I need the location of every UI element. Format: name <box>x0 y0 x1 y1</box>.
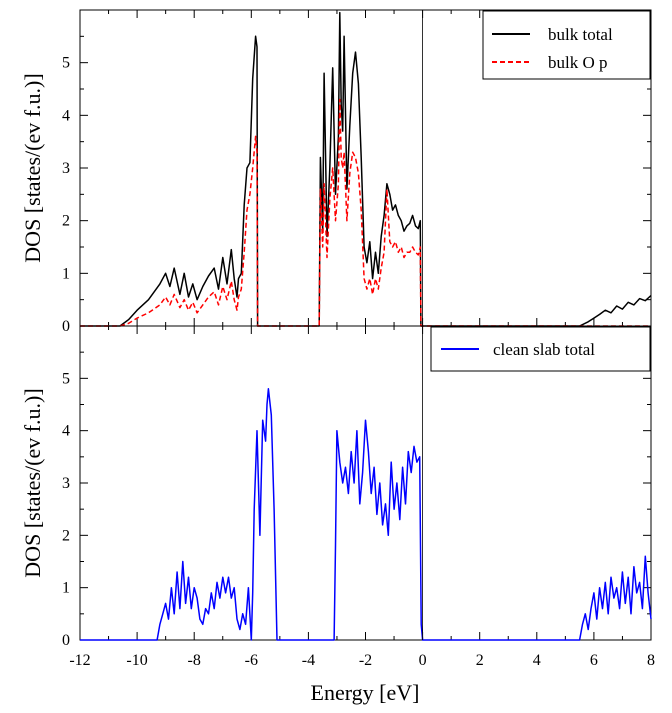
top-panel: 0 1 2 3 4 5 DOS [states/(ev f.u.)] bulk total… <box>20 9 652 335</box>
bottom-y-tick-label: 0 <box>62 632 70 649</box>
top-y-ticks: 0 1 2 3 4 5 <box>62 35 651 335</box>
top-legend: bulk total bulk O p <box>482 10 651 80</box>
x-tick-label: 0 <box>419 652 427 669</box>
top-y-tick-label: 5 <box>62 55 70 72</box>
series-clean-slab-total <box>80 388 652 641</box>
bottom-y-tick-label: 2 <box>62 527 70 544</box>
legend-label-clean-slab-total: clean slab total <box>493 340 595 359</box>
top-y-tick-label: 4 <box>62 107 70 124</box>
bottom-y-ticks: 0 1 2 3 4 5 <box>62 351 651 649</box>
x-tick-labels: -12 -10 -8 -6 -4 -2 0 2 4 6 8 <box>69 652 655 669</box>
x-tick-label: 6 <box>590 652 598 669</box>
top-y-tick-label: 0 <box>62 318 70 335</box>
legend-label-bulk-o-p: bulk O p <box>548 53 608 72</box>
bottom-y-tick-label: 1 <box>62 580 70 597</box>
top-y-tick-label: 2 <box>62 213 70 230</box>
x-tick-label: 2 <box>476 652 484 669</box>
bottom-legend: clean slab total <box>430 326 651 372</box>
x-tick-label: 8 <box>647 652 655 669</box>
bottom-series-group <box>80 388 652 641</box>
top-y-tick-label: 1 <box>62 265 70 282</box>
x-tick-label: -10 <box>126 652 147 669</box>
x-axis-title: Energy [eV] <box>311 680 420 705</box>
x-tick-label: -12 <box>69 652 90 669</box>
series-bulk-total <box>80 11 652 327</box>
bottom-panel-frame <box>79 325 652 641</box>
bottom-y-axis-title: DOS [states/(ev f.u.)] <box>20 388 45 577</box>
x-tick-label: -4 <box>302 652 315 669</box>
x-tick-label: 4 <box>533 652 541 669</box>
bottom-y-tick-label: 3 <box>62 475 70 492</box>
bottom-panel: 0 1 2 3 4 5 DOS [states/(ev f.u.)] clean slab… <box>20 325 652 649</box>
x-tick-label: -6 <box>245 652 258 669</box>
legend-label-bulk-total: bulk total <box>548 25 613 44</box>
series-bulk-o-p <box>80 98 651 327</box>
bottom-x-ticks <box>79 326 652 640</box>
x-tick-label: -2 <box>359 652 372 669</box>
bottom-y-tick-label: 5 <box>62 370 70 387</box>
x-tick-label: -8 <box>188 652 201 669</box>
top-y-axis-title: DOS [states/(ev f.u.)] <box>20 73 45 262</box>
top-legend-box <box>482 10 651 80</box>
top-series-group <box>80 11 652 327</box>
bottom-y-tick-label: 4 <box>62 423 70 440</box>
top-y-tick-label: 3 <box>62 160 70 177</box>
